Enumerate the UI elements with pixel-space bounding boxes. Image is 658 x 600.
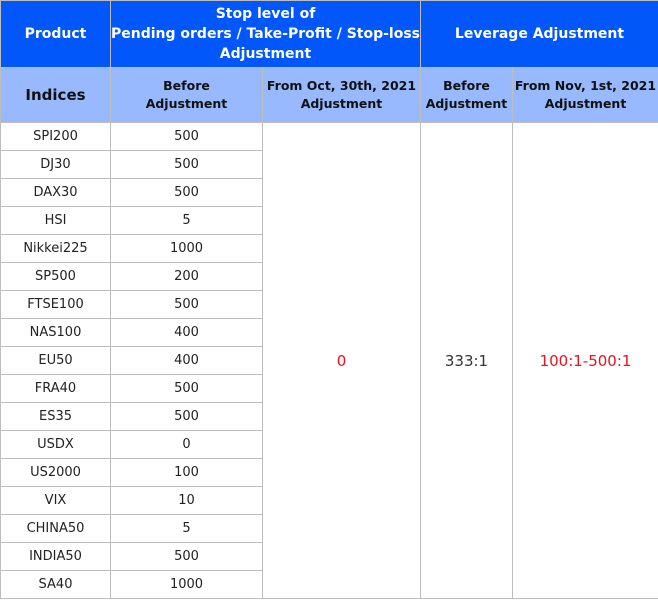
stop-before-value: 5 [110,514,263,543]
table-row: FRA40 500 [0,374,658,403]
index-name: SA40 [0,570,111,599]
stop-before-value: 200 [110,262,263,291]
index-name: INDIA50 [0,542,111,571]
label: Adjustment [145,96,228,111]
table-row: US2000 100 [0,458,658,487]
label: Before [443,78,490,93]
stop-before-value: 500 [110,150,263,179]
index-name: USDX [0,430,111,459]
stop-before-value: 500 [110,178,263,207]
index-name: DAX30 [0,178,111,207]
stop-level-line2: Pending orders / Take-Profit / Stop-loss [111,26,420,42]
stop-before-value: 500 [110,542,263,571]
stop-before-header: Before Adjustment [110,67,263,123]
table-row: Nikkei225 1000 [0,234,658,263]
stop-before-value: 5 [110,206,263,235]
stop-before-value: 1000 [110,234,263,263]
lev-after-header: From Nov, 1st, 2021 Adjustment [511,67,658,123]
stop-before-value: 400 [110,318,263,347]
stop-before-value: 500 [110,374,263,403]
stop-before-value: 0 [110,430,263,459]
product-header: Product [0,0,111,68]
stop-before-value: 500 [110,122,263,151]
lev-after-value: 100:1-500:1 [511,122,658,599]
lev-before-header: Before Adjustment [420,67,513,123]
stop-before-value: 500 [110,290,263,319]
index-name: SPI200 [0,122,111,151]
index-name: ES35 [0,402,111,431]
label: Adjustment [544,96,627,111]
stop-before-value: 10 [110,486,263,515]
lev-before-value: 333:1 [420,122,513,599]
index-name: US2000 [0,458,111,487]
stop-before-value: 1000 [110,570,263,599]
indices-header: Indices [0,67,111,123]
table-row: SPI200 500 0 333:1 100:1-500:1 [0,122,658,599]
index-name: Nikkei225 [0,234,111,263]
stop-before-value: 400 [110,346,263,375]
table-row: DAX30 500 [0,178,658,207]
table-row: HSI 5 [0,206,658,235]
index-name: DJ30 [0,150,111,179]
table-body: SPI200 500 0 333:1 100:1-500:1 DJ30 500 DAX30 50… [0,122,658,599]
table-row: CHINA50 5 [0,514,658,543]
label: Adjustment [425,96,508,111]
label: Before [163,78,210,93]
table-row: NAS100 400 [0,318,658,347]
stop-before-value: 100 [110,458,263,487]
leverage-header: Leverage Adjustment [419,0,658,68]
stop-level-line1: Stop level of [215,6,316,22]
label: From Nov, 1st, 2021 [514,78,657,93]
index-name: HSI [0,206,111,235]
stop-after-header: From Oct, 30th, 2021 Adjustment [262,67,421,123]
label: Adjustment [300,96,383,111]
header-row: Product Stop level of Pending orders / T… [0,0,658,68]
index-name: SP500 [0,262,111,291]
stop-level-line3: Adjustment [219,46,312,62]
index-name: VIX [0,486,111,515]
stop-level-header: Stop level of Pending orders / Take-Prof… [110,0,421,68]
index-name: EU50 [0,346,111,375]
index-name: FTSE100 [0,290,111,319]
stop-before-value: 500 [110,402,263,431]
table-row: SA40 1000 [0,570,658,599]
index-name: FRA40 [0,374,111,403]
table-row: SP500 200 [0,262,658,291]
index-name: NAS100 [0,318,111,347]
table-row: ES35 500 [0,402,658,431]
stop-after-value: 0 [262,122,421,599]
subheader-row: Indices Before Adjustment From Oct, 30th,… [0,67,658,123]
table-row: DJ30 500 [0,150,658,179]
index-name: CHINA50 [0,514,111,543]
label: From Oct, 30th, 2021 [266,78,417,93]
table-row: FTSE100 500 [0,290,658,319]
